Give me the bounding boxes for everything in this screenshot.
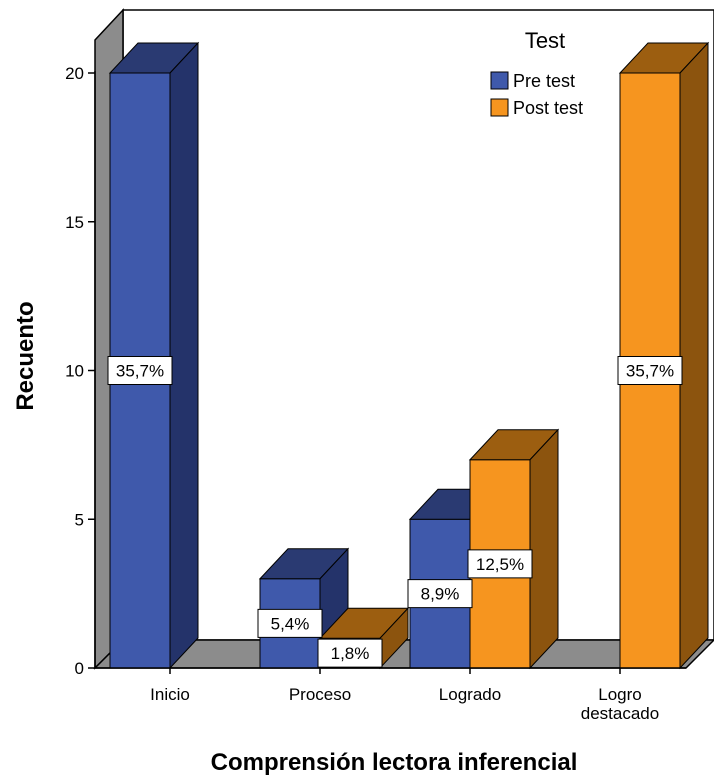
bar-side-pre-test — [169, 41, 199, 670]
data-label-box — [317, 638, 383, 668]
data-label: 35,7% — [116, 362, 164, 381]
data-label: 35,7% — [626, 362, 674, 381]
legend-label-post-test: Post test — [513, 98, 583, 118]
bar-side-post-test — [529, 428, 559, 670]
legend: Test Pre test Post test — [490, 28, 583, 118]
y-tick-label: 15 — [65, 213, 84, 232]
y-tick-label: 10 — [65, 362, 84, 381]
data-label: 5,4% — [271, 614, 310, 633]
y-tick-label: 5 — [75, 510, 84, 529]
data-label-box — [467, 549, 533, 579]
data-label-box — [107, 356, 173, 385]
data-label: 12,5% — [476, 555, 524, 574]
bar-side-post-test — [679, 41, 709, 670]
data-label: 1,8% — [331, 644, 370, 663]
legend-swatch-pre-test — [490, 71, 509, 90]
x-tick-label: Logro destacado — [581, 685, 659, 723]
data-label: 8,9% — [421, 585, 460, 604]
legend-label-pre-test: Pre test — [513, 71, 575, 91]
data-label-box — [257, 608, 323, 638]
legend-title: Test — [525, 28, 565, 53]
legend-swatch-post-test — [490, 98, 509, 117]
y-tick-label: 20 — [65, 64, 84, 83]
x-tick-label: Proceso — [289, 685, 351, 704]
y-tick-label: 0 — [75, 659, 84, 678]
x-tick-label: Inicio — [150, 685, 190, 704]
x-tick-label: Logrado — [439, 685, 501, 704]
x-axis-title: Comprensión lectora inferencial — [211, 749, 578, 776]
data-label-box — [617, 356, 683, 385]
data-label-box — [407, 579, 473, 609]
y-axis-title: Recuento — [12, 301, 39, 410]
